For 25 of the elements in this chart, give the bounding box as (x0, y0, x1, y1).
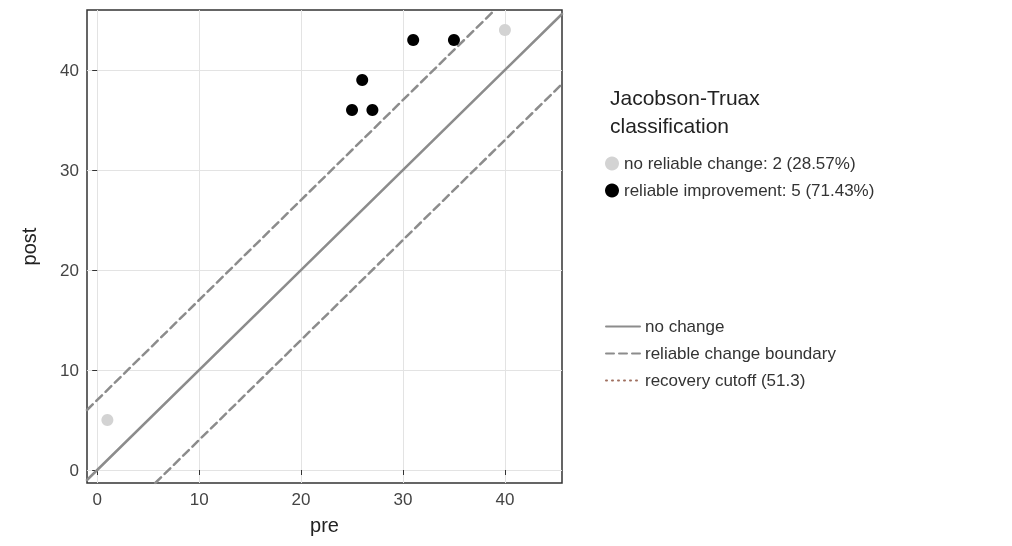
y-tick-label: 30 (60, 160, 79, 180)
legend-label: reliable change boundary (645, 344, 837, 363)
x-tick-label: 20 (291, 490, 311, 509)
legend-label: no change (645, 317, 725, 336)
y-tick-label: 40 (60, 60, 79, 80)
y-tick-label: 10 (60, 360, 79, 380)
point (101, 414, 114, 426)
y-tick-label: 20 (60, 260, 79, 280)
y-tick-label: 0 (69, 460, 79, 480)
x-tick-label: 0 (92, 490, 102, 509)
x-tick-label: 40 (495, 490, 515, 509)
legend-label: recovery cutoff (51.3) (645, 371, 806, 390)
legend-title: Jacobson-Truax classification (610, 85, 761, 137)
point (346, 104, 359, 116)
legend-label: no reliable change: 2 (28.57%) (624, 154, 856, 173)
x-axis-title: pre (310, 514, 339, 536)
legend-label: reliable improvement: 5 (71.43%) (624, 181, 875, 200)
point (407, 34, 420, 46)
point (447, 34, 460, 46)
point (366, 104, 379, 116)
x-tick-label: 10 (189, 490, 209, 509)
y-axis-title: post (18, 227, 40, 266)
point (356, 74, 369, 86)
point (498, 24, 511, 36)
x-tick-label: 30 (393, 490, 413, 509)
